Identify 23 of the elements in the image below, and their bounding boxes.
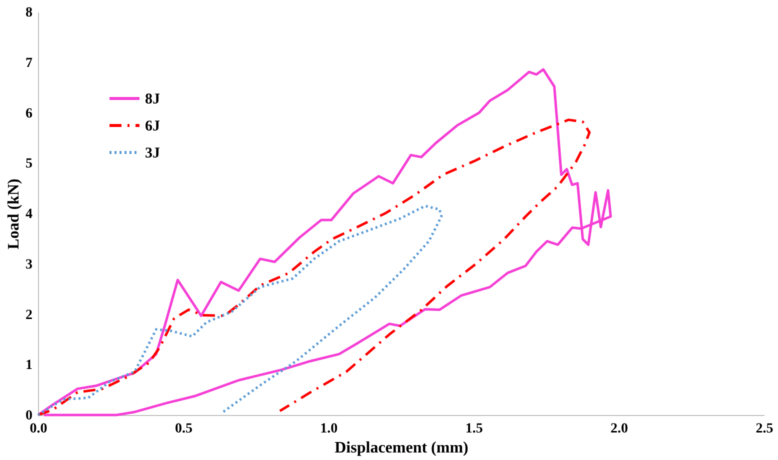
y-tick-label: 2 (26, 308, 32, 323)
y-tick-label: 5 (26, 156, 32, 172)
y-tick-label: 4 (26, 207, 32, 222)
line-series (36, 204, 443, 416)
x-tick-label: 1.5 (465, 422, 483, 436)
y-tick-label: 0 (26, 408, 32, 424)
line-series (36, 68, 612, 416)
y-tick-label: 6 (26, 106, 32, 122)
x-axis-title: Displacement (mm) (334, 440, 468, 456)
x-tick-label: 0.0 (30, 422, 48, 436)
y-tick-label: 1 (26, 358, 32, 374)
x-tick-label: 0.5 (174, 422, 192, 436)
line-series (36, 118, 591, 416)
legend-label: 8J (145, 92, 160, 108)
x-tick-label: 1.0 (320, 422, 338, 436)
x-tick-label: 2.5 (756, 422, 774, 436)
y-axis-title: Load (kN) (6, 178, 22, 250)
legend-label: 3J (145, 146, 160, 162)
y-tick-label: 8 (26, 6, 32, 20)
legend-label: 6J (145, 118, 160, 134)
x-tick-label: 2.0 (610, 422, 628, 436)
y-tick-label: 3 (26, 257, 32, 272)
y-tick-label: 7 (26, 56, 32, 71)
